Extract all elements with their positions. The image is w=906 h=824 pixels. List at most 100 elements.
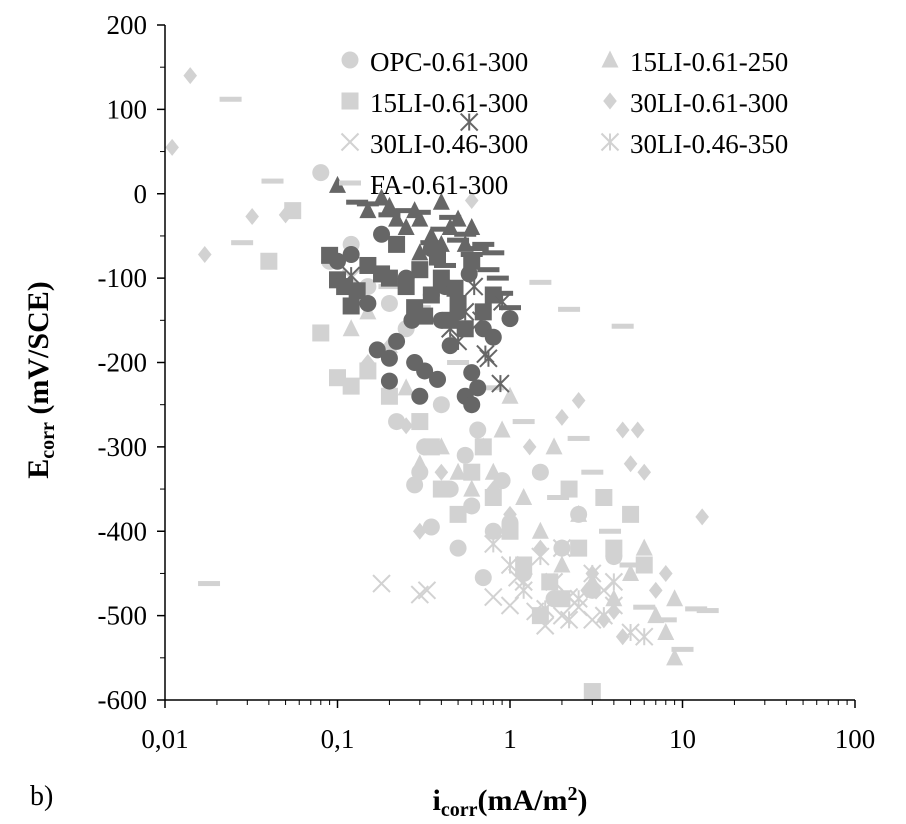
data-point: [515, 556, 533, 574]
data-point: [583, 610, 602, 630]
data-point: [594, 581, 614, 600]
data-point: [474, 303, 492, 321]
data-point: [512, 419, 535, 425]
y-tick-label: -300: [98, 432, 148, 462]
x-tick-label: 0,01: [141, 724, 188, 754]
data-point: [341, 266, 361, 285]
legend-marker: [603, 92, 617, 110]
data-point: [671, 646, 694, 652]
data-point: [622, 563, 640, 581]
data-point: [633, 604, 656, 610]
data-point: [466, 246, 489, 252]
data-point: [378, 212, 401, 218]
data-point: [696, 608, 719, 614]
data-point: [388, 209, 406, 227]
data-point: [197, 246, 212, 263]
data-point: [348, 282, 366, 300]
data-point: [531, 547, 550, 566]
x-axis-title-close: ): [577, 784, 587, 817]
y-axis-title-main: E: [22, 459, 55, 479]
data-point: [278, 206, 293, 224]
data-point: [482, 385, 505, 391]
legend-marker: [341, 92, 359, 110]
data-point: [456, 302, 475, 322]
data-point: [469, 379, 487, 397]
data-point: [434, 463, 449, 481]
data-point: [531, 521, 549, 539]
data-point: [635, 627, 654, 646]
legend-label: 30LI-0.61-300: [630, 88, 788, 118]
legend-item: 15LI-0.61-300: [341, 88, 528, 118]
legend-marker: [339, 180, 361, 186]
data-point: [544, 572, 564, 592]
data-point: [599, 528, 622, 534]
data-point: [183, 67, 198, 85]
data-point: [583, 564, 602, 583]
data-point: [499, 305, 521, 311]
data-point: [165, 138, 179, 156]
legend-marker: [340, 132, 360, 152]
data-point: [491, 374, 510, 393]
data-point: [479, 349, 498, 368]
x-axis-title-rest: (mA/m: [478, 784, 568, 817]
data-point: [422, 518, 440, 536]
data-point: [635, 556, 653, 574]
data-point: [432, 192, 450, 210]
data-point: [536, 616, 555, 635]
data-point: [380, 196, 398, 214]
data-point: [477, 267, 500, 273]
legend-marker: [601, 50, 619, 68]
data-point: [447, 360, 470, 365]
data-point: [607, 602, 621, 620]
data-point: [231, 240, 254, 246]
data-point: [446, 279, 464, 297]
data-point: [449, 505, 467, 523]
data-point: [654, 617, 677, 623]
data-point: [380, 269, 398, 287]
data-point: [560, 480, 578, 498]
legend-label: 15LI-0.61-300: [370, 88, 528, 118]
data-point: [359, 256, 377, 274]
x-axis-title-sup: 2: [567, 783, 577, 805]
y-axis-title-sub: corr: [37, 422, 59, 459]
data-point: [449, 539, 467, 557]
data-point: [460, 252, 483, 257]
legend-marker: [600, 132, 620, 152]
data-point: [399, 417, 413, 435]
data-point: [484, 328, 502, 346]
data-point: [448, 332, 468, 351]
y-tick-label: -600: [98, 685, 148, 715]
data-point: [464, 192, 479, 209]
data-point: [411, 243, 429, 261]
legend-item: 30LI-0.61-300: [603, 88, 788, 118]
data-point: [658, 564, 673, 582]
legend-item: FA-0.61-300: [339, 170, 508, 200]
data-point: [397, 278, 415, 296]
data-point: [630, 421, 645, 439]
data-point: [486, 480, 501, 498]
data-point: [463, 364, 481, 382]
x-tick-label: 10: [669, 724, 696, 754]
data-point: [373, 188, 391, 206]
y-tick-label: -200: [98, 348, 148, 378]
data-point: [432, 480, 450, 498]
data-point: [621, 623, 640, 642]
data-point: [657, 623, 675, 640]
data-point: [380, 294, 398, 312]
data-point: [559, 610, 579, 630]
data-point: [408, 209, 431, 215]
data-point: [434, 262, 457, 268]
data-point: [695, 508, 709, 526]
y-tick-label: -400: [98, 516, 148, 546]
data-point: [372, 574, 391, 593]
data-point: [529, 279, 552, 285]
data-point: [555, 408, 569, 426]
data-point: [422, 286, 440, 304]
data-point: [594, 606, 614, 625]
data-point: [463, 497, 481, 515]
data-point: [666, 648, 684, 666]
data-point: [605, 539, 623, 557]
data-point: [411, 387, 429, 405]
data-point: [373, 225, 391, 243]
legend-item: 30LI-0.46-350: [600, 129, 788, 159]
